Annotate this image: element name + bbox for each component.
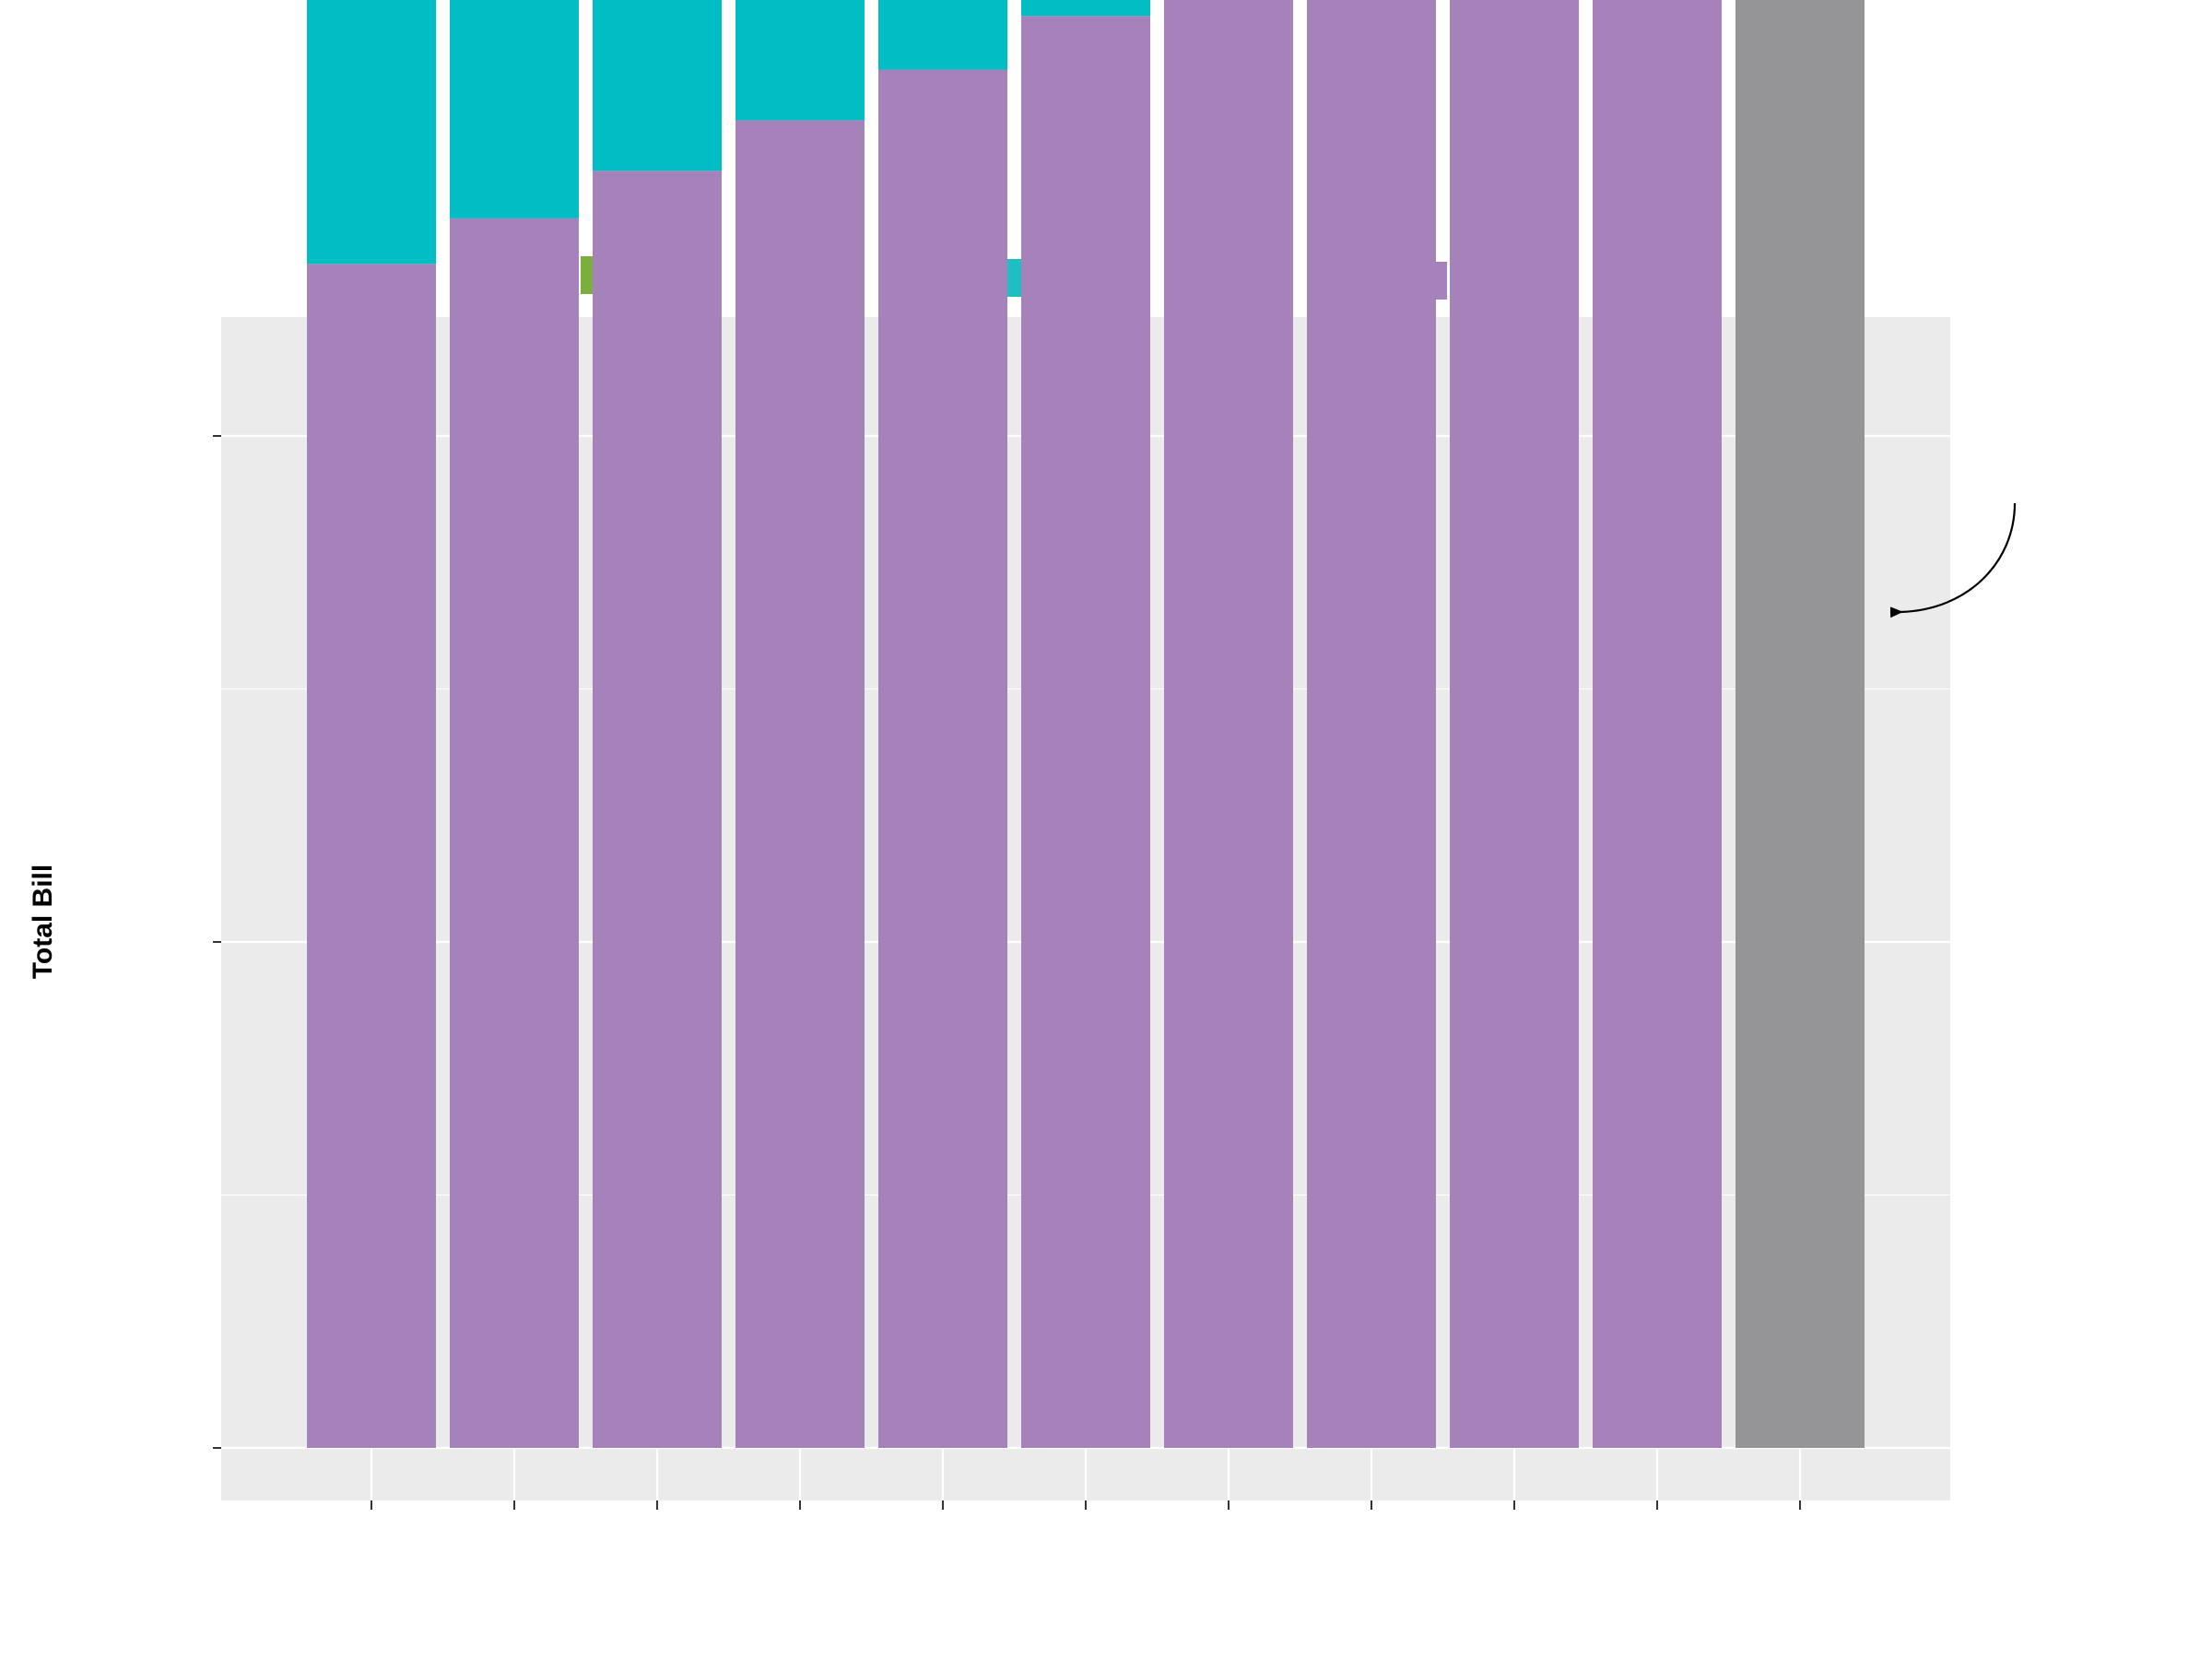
bar-segment-1 (593, 171, 722, 1449)
bar-segment-2 (593, 0, 722, 171)
bar-segment-2 (307, 0, 436, 265)
bar-segment-1 (307, 264, 436, 1449)
bar-segment-1 (735, 120, 865, 1449)
annotation (1889, 502, 2017, 618)
bars (307, 0, 1865, 1449)
bar-segment-2 (450, 0, 579, 218)
bar-segment-1 (1307, 0, 1436, 1449)
bar-segment-1 (878, 69, 1007, 1448)
bar-segment-1 (1021, 16, 1150, 1449)
bar-segment-1 (1164, 0, 1293, 1449)
x-axis (371, 1500, 1801, 1510)
bar-segment-1 (450, 218, 579, 1449)
y-axis-label: Total Bill (28, 865, 58, 979)
bar-segment-2 (1021, 0, 1150, 17)
annotation-arrow (1889, 502, 2017, 618)
bar-segment-2 (878, 0, 1007, 70)
bar-segment-1 (1450, 0, 1579, 1448)
y-axis (213, 435, 221, 1449)
bar-segment-2 (735, 0, 865, 121)
bar-segment-1 (1593, 0, 1722, 1449)
bar-segment-4 (1735, 0, 1865, 1448)
